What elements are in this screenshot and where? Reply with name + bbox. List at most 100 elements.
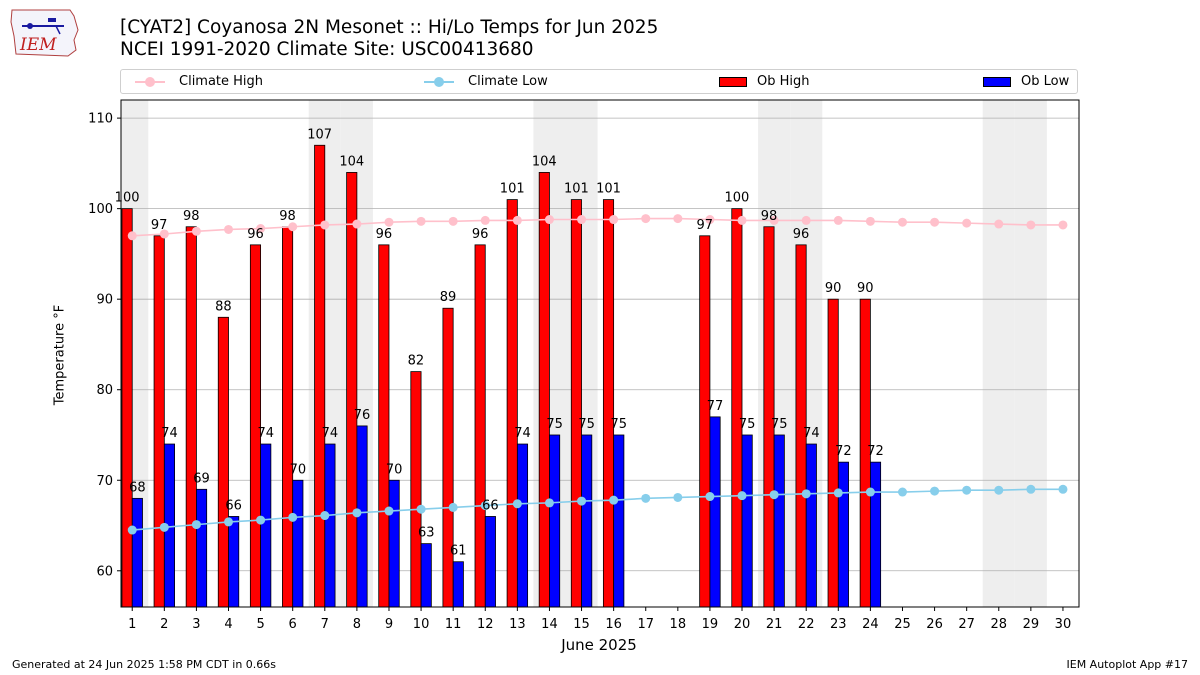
climate-low-point-day-30: [1058, 484, 1068, 494]
climate-high-point-day-1: [127, 231, 137, 241]
climate-low-point-day-5: [256, 515, 266, 525]
ob-high-label-day-4: 88: [215, 299, 232, 314]
y-axis-label: Temperature °F: [52, 304, 68, 406]
ob-high-bar-day-7: [314, 144, 326, 607]
ob-high-label-day-3: 98: [183, 209, 200, 224]
climate-high-point-day-6: [288, 222, 298, 232]
ob-low-bar-day-15: [581, 434, 593, 607]
legend-climate-low-label: Climate Low: [468, 74, 548, 89]
x-tick-label-day-4: 4: [224, 617, 232, 632]
climate-low-point-day-4: [224, 517, 234, 527]
ob-low-bar-day-12: [484, 516, 496, 607]
x-tick-label-day-8: 8: [353, 617, 361, 632]
climate-high-point-day-29: [1026, 220, 1036, 230]
x-tick-label-day-25: 25: [894, 617, 911, 632]
legend-climate-high: Climate High: [135, 74, 263, 90]
climate-high-point-day-18: [673, 214, 683, 224]
x-tick-label-day-10: 10: [413, 617, 430, 632]
climate-high-point-day-25: [897, 217, 907, 227]
ob-low-label-day-11: 61: [450, 544, 467, 559]
ob-low-label-day-20: 75: [739, 417, 756, 432]
ob-high-bar-day-9: [378, 244, 390, 607]
climate-low-point-day-11: [448, 502, 458, 512]
ob-low-label-day-12: 66: [482, 498, 499, 513]
ob-high-bar-day-21: [763, 226, 775, 607]
ob-high-bar-day-12: [474, 244, 486, 607]
ob-high-bar-day-13: [506, 199, 518, 607]
iem-logo: IEM: [8, 6, 82, 60]
x-tick-label-day-28: 28: [990, 617, 1007, 632]
y-tick-label-80: 80: [96, 383, 113, 398]
ob-high-label-day-11: 89: [440, 290, 457, 305]
ob-high-bar-day-1: [121, 208, 133, 607]
climate-high-point-day-11: [448, 216, 458, 226]
ob-high-bar-day-5: [249, 244, 262, 607]
climate-high-point-day-10: [416, 216, 426, 226]
ob-low-bar-day-24: [869, 461, 882, 607]
climate-high-point-day-22: [801, 215, 811, 225]
climate-high-point-day-8: [352, 219, 362, 229]
legend-ob-high-label: Ob High: [757, 74, 810, 89]
ob-high-bar-day-22: [795, 244, 807, 607]
ob-high-label-day-19: 97: [697, 218, 714, 233]
ob-high-label-day-5: 96: [247, 227, 264, 242]
ob-low-label-day-15: 75: [578, 417, 595, 432]
weekend-shade-day-28: [982, 100, 1015, 607]
x-tick-label-day-18: 18: [670, 617, 687, 632]
ob-low-bar-day-9: [388, 479, 400, 607]
climate-low-point-day-27: [962, 485, 972, 495]
x-tick-label-day-29: 29: [1023, 617, 1040, 632]
ob-low-label-day-21: 75: [771, 417, 788, 432]
ob-low-label-day-5: 74: [257, 426, 274, 441]
title-line-2: NCEI 1991-2020 Climate Site: USC00413680: [120, 39, 534, 60]
x-tick-label-day-1: 1: [128, 617, 136, 632]
legend-ob-low-label: Ob Low: [1021, 74, 1070, 89]
ob-low-bar-day-11: [452, 561, 464, 607]
x-tick-label-day-13: 13: [509, 617, 526, 632]
x-tick-label-day-7: 7: [321, 617, 329, 632]
ob-low-label-day-8: 76: [354, 408, 371, 423]
climate-low-point-day-10: [416, 504, 426, 514]
ob-low-label-day-22: 74: [803, 426, 820, 441]
y-tick-label-70: 70: [96, 474, 113, 489]
y-tick-label-60: 60: [96, 564, 113, 579]
ob-high-bar-day-24: [859, 298, 871, 607]
x-tick-label-day-12: 12: [477, 617, 494, 632]
ob-high-bar-day-2: [153, 235, 165, 607]
legend-climate-high-label: Climate High: [179, 74, 264, 89]
climate-high-point-day-2: [159, 229, 169, 239]
x-tick-label-day-19: 19: [702, 617, 719, 632]
climate-high-swatch: [135, 74, 165, 90]
chart-title: [CYAT2] Coyanosa 2N Mesonet :: Hi/Lo Tem…: [120, 17, 658, 61]
ob-high-label-day-21: 98: [761, 209, 778, 224]
ob-high-bar-day-23: [827, 298, 839, 607]
ob-high-swatch: [719, 77, 747, 87]
ob-low-label-day-24: 72: [867, 444, 884, 459]
ob-low-label-day-23: 72: [835, 444, 852, 459]
climate-high-point-day-20: [737, 215, 747, 225]
climate-high-point-day-12: [480, 215, 490, 225]
y-tick-label-110: 110: [88, 112, 113, 127]
climate-high-point-day-3: [191, 226, 201, 236]
ob-low-bar-day-22: [805, 443, 817, 607]
app-credit: IEM Autoplot App #17: [1066, 658, 1189, 671]
x-tick-label-day-2: 2: [160, 617, 168, 632]
ob-low-bar-day-20: [741, 434, 753, 607]
climate-low-point-day-14: [544, 498, 554, 508]
ob-low-label-day-6: 70: [290, 462, 307, 477]
x-tick-label-day-27: 27: [958, 617, 975, 632]
ob-high-label-day-20: 100: [724, 191, 749, 206]
climate-low-point-day-16: [609, 495, 619, 505]
ob-high-label-day-23: 90: [825, 281, 842, 296]
ob-high-bar-day-11: [442, 307, 454, 607]
legend-ob-low: Ob Low: [983, 74, 1069, 90]
ob-high-bar-day-8: [346, 172, 358, 607]
climate-low-point-day-19: [705, 492, 715, 502]
climate-low-point-day-3: [191, 520, 201, 530]
climate-low-point-day-25: [897, 487, 907, 497]
x-tick-label-day-9: 9: [385, 617, 393, 632]
x-axis-label: June 2025: [561, 636, 637, 654]
ob-high-label-day-22: 96: [793, 227, 810, 242]
ob-low-bar-day-10: [420, 543, 432, 607]
